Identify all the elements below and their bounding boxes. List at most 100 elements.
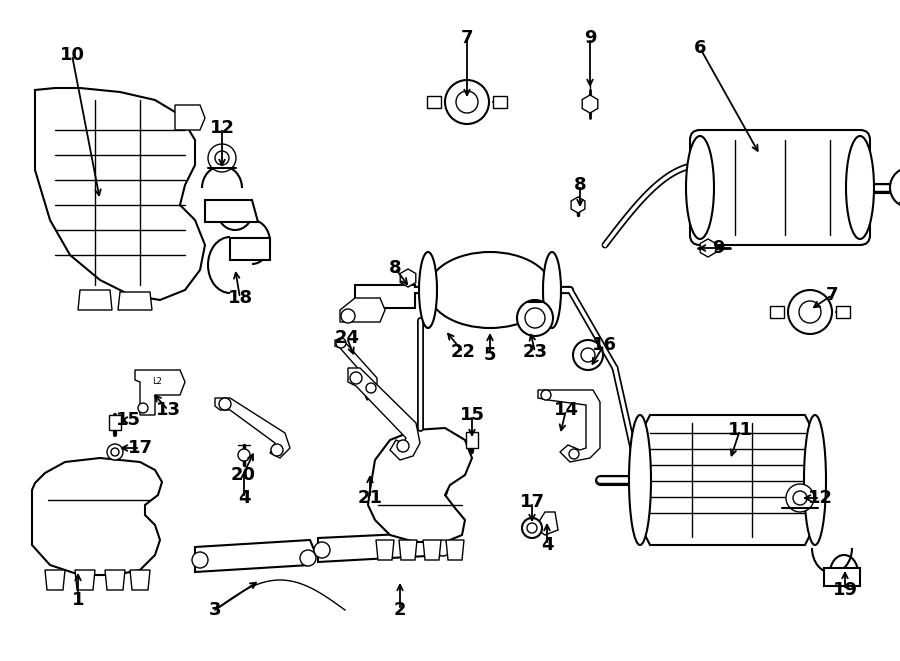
Polygon shape [35,88,205,300]
Ellipse shape [686,136,714,239]
Text: 15: 15 [115,411,140,429]
Polygon shape [572,197,585,213]
Text: 24: 24 [335,329,359,347]
Circle shape [527,523,537,533]
Circle shape [525,308,545,328]
Polygon shape [446,540,464,560]
Text: 14: 14 [554,401,579,419]
Text: 4: 4 [238,489,250,507]
Polygon shape [318,532,448,562]
Text: 16: 16 [591,336,617,354]
Text: 20: 20 [230,466,256,484]
Circle shape [208,144,236,172]
Ellipse shape [543,252,561,328]
Polygon shape [75,570,95,590]
Text: 13: 13 [156,401,181,419]
Circle shape [456,91,478,113]
Text: 11: 11 [727,421,752,439]
Polygon shape [32,458,162,575]
Polygon shape [535,512,558,535]
Text: 1: 1 [72,591,85,609]
Polygon shape [700,239,716,257]
FancyBboxPatch shape [690,130,870,245]
Polygon shape [335,340,377,400]
Circle shape [541,390,551,400]
Polygon shape [195,540,315,572]
Text: 10: 10 [59,46,85,64]
Polygon shape [582,95,598,113]
Text: 4: 4 [541,536,554,554]
Circle shape [397,440,409,452]
Circle shape [522,518,542,538]
Polygon shape [770,306,784,318]
Ellipse shape [419,252,437,328]
Circle shape [793,491,807,505]
Text: 2: 2 [394,601,406,619]
Circle shape [788,290,832,334]
Circle shape [192,552,208,568]
Circle shape [215,151,229,165]
Text: L2: L2 [152,377,162,386]
Text: 22: 22 [451,343,475,361]
Circle shape [569,449,579,459]
Ellipse shape [846,136,874,239]
Polygon shape [427,96,441,108]
Text: 7: 7 [461,29,473,47]
Circle shape [314,542,330,558]
Circle shape [107,444,123,460]
Text: 8: 8 [389,259,401,277]
Text: 18: 18 [228,289,253,307]
Text: 17: 17 [519,493,544,511]
Polygon shape [135,370,185,415]
Circle shape [517,300,553,336]
Polygon shape [538,390,600,462]
Polygon shape [340,298,385,322]
Polygon shape [78,290,112,310]
Polygon shape [45,570,65,590]
Circle shape [581,348,595,362]
Text: 5: 5 [484,346,496,364]
Polygon shape [640,415,815,545]
Circle shape [341,309,355,323]
Polygon shape [205,200,258,222]
Text: 8: 8 [573,176,586,194]
Polygon shape [130,570,150,590]
Text: 21: 21 [357,489,382,507]
Text: 7: 7 [826,286,838,304]
Circle shape [366,383,376,393]
Circle shape [138,403,148,413]
Circle shape [219,398,231,410]
Circle shape [271,444,283,456]
Polygon shape [368,428,472,542]
Circle shape [111,448,119,456]
Text: 6: 6 [694,39,706,57]
Polygon shape [376,540,394,560]
Polygon shape [109,415,121,430]
Polygon shape [105,570,125,590]
Text: 9: 9 [712,239,724,257]
Circle shape [350,372,362,384]
Polygon shape [466,432,478,448]
Circle shape [435,540,451,556]
Text: 19: 19 [832,581,858,599]
Circle shape [890,167,900,208]
Ellipse shape [629,415,651,545]
Polygon shape [493,96,507,108]
Circle shape [786,484,814,512]
Text: 23: 23 [523,343,547,361]
Circle shape [336,338,346,348]
Circle shape [238,449,250,461]
Polygon shape [348,368,420,460]
Polygon shape [836,306,850,318]
Text: 9: 9 [584,29,596,47]
Text: 3: 3 [209,601,221,619]
Polygon shape [230,238,270,260]
Ellipse shape [428,252,552,328]
Polygon shape [175,105,205,130]
Polygon shape [355,285,415,308]
Polygon shape [399,540,417,560]
Circle shape [300,550,316,566]
Polygon shape [118,292,152,310]
Circle shape [573,340,603,370]
Polygon shape [824,568,860,586]
